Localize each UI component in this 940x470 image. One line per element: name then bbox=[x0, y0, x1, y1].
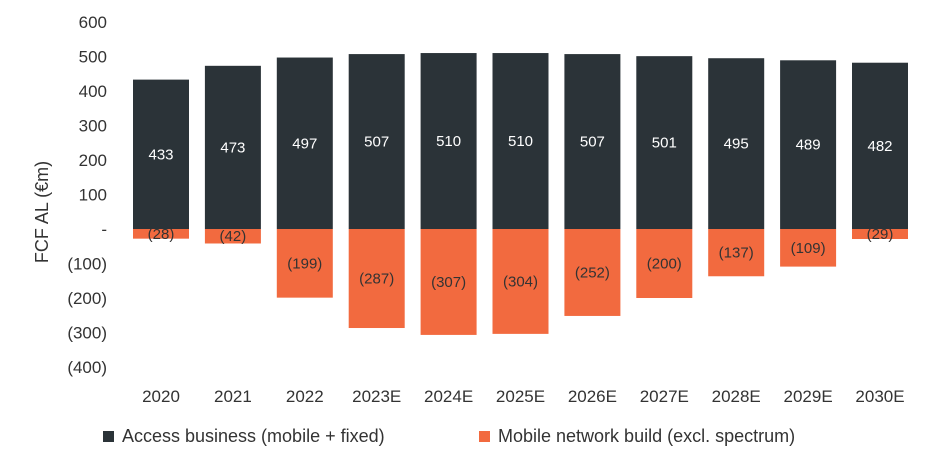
data-label: (42) bbox=[220, 228, 247, 245]
y-tick-label: 300 bbox=[79, 117, 107, 136]
data-label: (200) bbox=[647, 256, 682, 273]
bar-mobile-build bbox=[204, 229, 261, 244]
x-tick-label: 2027E bbox=[640, 387, 689, 406]
data-label: 507 bbox=[364, 134, 389, 151]
x-tick-label: 2030E bbox=[855, 387, 904, 406]
data-label: 507 bbox=[580, 134, 605, 151]
x-tick-label: 2023E bbox=[352, 387, 401, 406]
bar-access bbox=[636, 56, 693, 229]
y-axis-ticks: 600 500 400 300 200 100 - (100) (200) (300) (400) bbox=[67, 13, 107, 377]
bar-access bbox=[204, 65, 261, 229]
data-label: 473 bbox=[220, 139, 245, 156]
bar-access bbox=[780, 60, 837, 229]
y-tick-label: (100) bbox=[67, 255, 107, 274]
bar-chart: FCF AL (€m) 600 500 400 300 200 100 - (100) (200… bbox=[32, 13, 908, 406]
bar-mobile-build bbox=[564, 229, 621, 316]
data-label: (252) bbox=[575, 264, 610, 281]
y-tick-label: 500 bbox=[79, 48, 107, 67]
data-label: 497 bbox=[292, 135, 317, 152]
y-tick-label: (400) bbox=[67, 358, 107, 377]
x-tick-label: 2021 bbox=[214, 387, 252, 406]
data-label: 433 bbox=[148, 146, 173, 163]
y-tick-label: 600 bbox=[79, 13, 107, 32]
data-label: (109) bbox=[791, 240, 826, 257]
bar-mobile-build bbox=[348, 229, 405, 329]
x-tick-label: 2029E bbox=[784, 387, 833, 406]
bar-mobile-build bbox=[276, 229, 333, 298]
x-tick-label: 2026E bbox=[568, 387, 617, 406]
legend-label-access: Access business (mobile + fixed) bbox=[122, 426, 385, 446]
data-label: 510 bbox=[508, 133, 533, 150]
legend-label-mobile-build: Mobile network build (excl. spectrum) bbox=[498, 426, 796, 446]
bar-mobile-build bbox=[636, 229, 693, 298]
bar-mobile-build bbox=[852, 229, 908, 240]
bar-access bbox=[492, 53, 549, 229]
data-label: 501 bbox=[652, 135, 677, 152]
data-label: (29) bbox=[867, 226, 894, 243]
bar-access bbox=[708, 58, 765, 229]
bar-access bbox=[133, 79, 189, 230]
y-tick-label: 200 bbox=[79, 151, 107, 170]
x-tick-label: 2028E bbox=[712, 387, 761, 406]
data-label: 489 bbox=[796, 137, 821, 154]
bar-mobile-build bbox=[133, 229, 189, 239]
bar-access bbox=[276, 57, 333, 229]
bar-access bbox=[348, 54, 405, 230]
x-tick-label: 2024E bbox=[424, 387, 473, 406]
data-label: 495 bbox=[724, 136, 749, 153]
data-label: 510 bbox=[436, 133, 461, 150]
data-label: (307) bbox=[431, 274, 466, 291]
y-tick-label: (200) bbox=[67, 289, 107, 308]
legend-swatch-mobile-build bbox=[479, 431, 490, 442]
data-label: (287) bbox=[359, 271, 394, 288]
bars: 433 (28) 473 (42) 497 (199) 507 (287) 510 (307) 51… bbox=[133, 53, 908, 335]
y-tick-label: 400 bbox=[79, 82, 107, 101]
data-label: (137) bbox=[719, 245, 754, 262]
data-label: (199) bbox=[287, 255, 322, 272]
x-tick-label: 2025E bbox=[496, 387, 545, 406]
x-axis-ticks: 2020 2021 2022 2023E 2024E 2025E 2026E 2027E 202… bbox=[142, 387, 905, 406]
legend-item-access: Access business (mobile + fixed) bbox=[103, 426, 385, 447]
data-label: (28) bbox=[148, 226, 175, 243]
data-label: (304) bbox=[503, 273, 538, 290]
y-axis-label: FCF AL (€m) bbox=[32, 161, 52, 263]
bar-mobile-build bbox=[780, 229, 837, 267]
y-tick-label: 100 bbox=[79, 186, 107, 205]
bar-mobile-build bbox=[708, 229, 765, 277]
bar-mobile-build bbox=[492, 229, 549, 334]
y-tick-label: - bbox=[101, 220, 107, 239]
legend-item-mobile-build: Mobile network build (excl. spectrum) bbox=[479, 426, 795, 447]
y-tick-label: (300) bbox=[67, 324, 107, 343]
bar-access bbox=[852, 62, 908, 230]
x-tick-label: 2022 bbox=[286, 387, 324, 406]
bar-access bbox=[420, 53, 477, 229]
data-label: 482 bbox=[867, 138, 892, 155]
legend-swatch-access bbox=[103, 431, 114, 442]
x-tick-label: 2020 bbox=[142, 387, 180, 406]
bar-access bbox=[564, 54, 621, 230]
legend: Access business (mobile + fixed) Mobile … bbox=[0, 426, 940, 450]
bar-mobile-build bbox=[420, 229, 477, 335]
